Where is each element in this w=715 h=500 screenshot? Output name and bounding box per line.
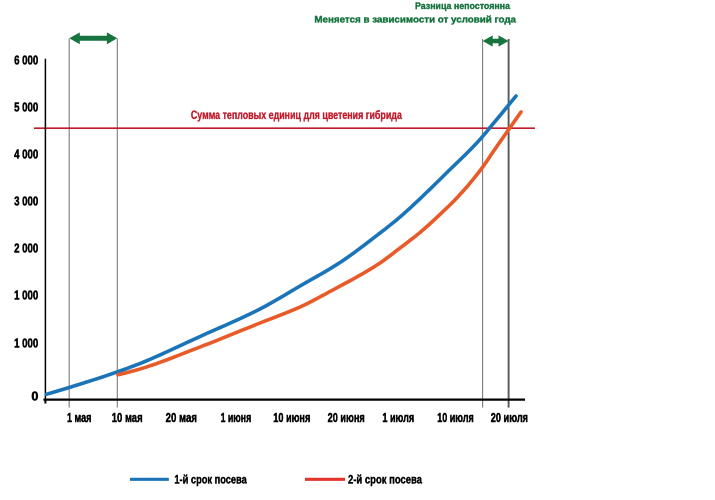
svg-text:0: 0 — [31, 389, 38, 403]
svg-text:1 000: 1 000 — [14, 289, 38, 303]
svg-text:2 000: 2 000 — [14, 242, 38, 256]
svg-text:Разница непостоянна: Разница непостоянна — [415, 1, 511, 12]
svg-text:2-й срок посева: 2-й срок посева — [348, 472, 422, 486]
svg-text:1 000: 1 000 — [14, 337, 38, 351]
svg-text:20 июня: 20 июня — [328, 411, 365, 425]
svg-text:4 000: 4 000 — [14, 148, 38, 162]
svg-text:Меняется в зависимости от усло: Меняется в зависимости от условий года — [314, 14, 516, 25]
svg-text:3 000: 3 000 — [14, 195, 38, 209]
svg-text:1 июня: 1 июня — [221, 411, 252, 425]
svg-text:20 мая: 20 мая — [166, 411, 197, 425]
svg-text:Сумма тепловых единиц для цвет: Сумма тепловых единиц для цветения гибри… — [191, 110, 402, 122]
svg-text:1 мая: 1 мая — [67, 411, 92, 425]
svg-text:6 000: 6 000 — [14, 54, 38, 68]
svg-text:1 июля: 1 июля — [382, 411, 414, 425]
svg-text:10 мая: 10 мая — [112, 411, 143, 425]
svg-text:1-й срок посева: 1-й срок посева — [174, 472, 247, 486]
svg-text:10 июня: 10 июня — [273, 411, 310, 425]
svg-text:20 июля: 20 июля — [491, 411, 528, 425]
svg-text:5 000: 5 000 — [14, 101, 38, 115]
svg-text:10 июля: 10 июля — [437, 411, 473, 425]
